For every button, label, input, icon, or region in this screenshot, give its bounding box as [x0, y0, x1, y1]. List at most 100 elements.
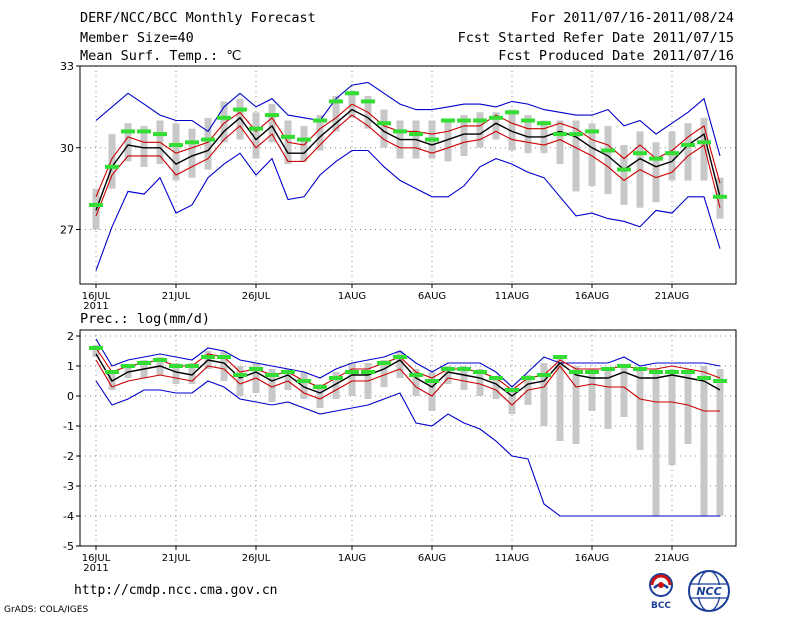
ensemble-mark-temp-13 — [297, 137, 311, 142]
ensemble-mark-temp-29 — [553, 132, 567, 137]
box-prec-33 — [620, 366, 628, 417]
ensemble-mark-temp-32 — [601, 148, 615, 153]
ensemble-mark-temp-19 — [393, 129, 407, 134]
panel-title-prec: Prec.: log(mm/d) — [80, 311, 210, 327]
ensemble-mark-temp-22 — [441, 118, 455, 123]
plot-frame-prec — [79, 329, 737, 547]
box-prec-14 — [316, 384, 324, 408]
series-temp-spread-lower — [95, 114, 721, 217]
forecast-start-date: Fcst Started Refer Date 2011/07/15 — [457, 30, 734, 46]
xtick-label-prec-1: 2011 — [83, 563, 108, 574]
box-temp-13 — [300, 125, 308, 162]
ensemble-mark-prec-8 — [217, 355, 231, 359]
ensemble-mark-prec-35 — [649, 370, 663, 374]
xtick-label-temp-0: 16JUL — [82, 291, 111, 302]
box-prec-36 — [668, 369, 676, 465]
ncc-logo-icon: NCC — [688, 570, 730, 612]
box-temp-5 — [172, 123, 180, 181]
box-prec-25 — [492, 378, 500, 399]
box-temp-29 — [556, 120, 564, 165]
ensemble-mark-temp-20 — [409, 132, 423, 137]
box-prec-32 — [604, 369, 612, 429]
ytick-label-prec-3: -1 — [63, 420, 74, 433]
box-prec-5 — [172, 363, 180, 384]
box-temp-6 — [188, 128, 196, 178]
box-temp-36 — [668, 131, 676, 181]
box-prec-34 — [636, 369, 644, 450]
box-prec-6 — [188, 363, 196, 384]
ensemble-mark-temp-0 — [89, 202, 103, 207]
xtick-label-temp-6: 11AUG — [495, 291, 530, 302]
ensemble-mark-temp-35 — [649, 156, 663, 161]
box-prec-24 — [476, 369, 484, 396]
ensemble-mark-temp-33 — [617, 167, 631, 172]
box-temp-24 — [476, 112, 484, 148]
ensemble-mark-temp-16 — [345, 91, 359, 96]
series-prec-min — [95, 380, 720, 517]
source-url[interactable]: http://cmdp.ncc.cma.gov.cn — [74, 583, 278, 598]
ensemble-mark-temp-1 — [105, 164, 119, 169]
xtick-label-prec-4: 1AUG — [338, 553, 366, 564]
ensemble-mark-temp-34 — [633, 151, 647, 156]
forecast-title: DERF/NCC/BCC Monthly Forecast — [80, 10, 316, 26]
xtick-label-temp-2: 21JUL — [162, 291, 191, 302]
ensemble-mark-temp-38 — [697, 140, 711, 145]
ensemble-mark-prec-3 — [137, 361, 151, 365]
ensemble-mark-temp-8 — [217, 115, 231, 120]
ensemble-mark-prec-12 — [281, 370, 295, 374]
xtick-label-temp-5: 6AUG — [418, 291, 446, 302]
box-temp-9 — [236, 98, 244, 140]
ensemble-mark-temp-11 — [265, 113, 279, 118]
box-prec-22 — [444, 366, 452, 384]
box-temp-2 — [124, 123, 132, 162]
ensemble-mark-prec-9 — [233, 373, 247, 377]
ensemble-mark-prec-36 — [665, 370, 679, 374]
box-temp-1 — [108, 134, 116, 189]
ytick-label-temp-0: 33 — [60, 60, 74, 73]
ensemble-mark-temp-14 — [313, 118, 327, 123]
box-prec-29 — [556, 357, 564, 441]
xtick-label-prec-8: 21AUG — [655, 553, 690, 564]
ensemble-mark-prec-13 — [297, 379, 311, 383]
box-temp-38 — [700, 117, 708, 181]
box-temp-27 — [524, 115, 532, 154]
box-prec-11 — [268, 369, 276, 402]
ytick-label-temp-2: 27 — [60, 224, 74, 237]
box-temp-18 — [380, 109, 388, 148]
ensemble-mark-prec-31 — [585, 370, 599, 374]
box-temp-14 — [316, 115, 324, 151]
box-temp-25 — [492, 112, 500, 140]
series-temp-spread-upper — [95, 103, 721, 198]
box-prec-12 — [284, 369, 292, 390]
ensemble-mark-prec-32 — [601, 367, 615, 371]
box-temp-23 — [460, 115, 468, 156]
ensemble-mark-temp-24 — [473, 118, 487, 123]
ensemble-mark-prec-23 — [457, 367, 471, 371]
ensemble-mark-temp-17 — [361, 99, 375, 104]
box-prec-23 — [460, 366, 468, 390]
bcc-logo-text: BCC — [651, 601, 671, 611]
box-prec-18 — [380, 360, 388, 387]
ensemble-mark-prec-15 — [329, 376, 343, 380]
ensemble-mark-prec-27 — [521, 376, 535, 380]
ensemble-mark-prec-1 — [105, 370, 119, 374]
box-prec-9 — [236, 366, 244, 396]
box-prec-19 — [396, 351, 404, 378]
series-prec-mean — [95, 353, 721, 397]
box-prec-15 — [332, 372, 340, 399]
ensemble-mark-prec-20 — [409, 373, 423, 377]
box-prec-26 — [508, 390, 516, 414]
box-temp-30 — [572, 120, 580, 192]
xtick-label-prec-0: 16JUL — [82, 553, 111, 564]
box-temp-32 — [604, 125, 612, 195]
box-temp-15 — [332, 95, 340, 132]
ensemble-mark-prec-29 — [553, 355, 567, 359]
ensemble-mark-prec-19 — [393, 355, 407, 359]
ensemble-mark-temp-36 — [665, 151, 679, 156]
ensemble-mark-prec-16 — [345, 370, 359, 374]
series-prec-spread-lower — [95, 359, 720, 412]
plot-frame-temp — [79, 65, 737, 285]
grads-credit: GrADS: COLA/IGES — [4, 605, 89, 615]
ensemble-mark-temp-31 — [585, 129, 599, 134]
forecast-produced-date: Fcst Produced Date 2011/07/16 — [498, 48, 734, 64]
